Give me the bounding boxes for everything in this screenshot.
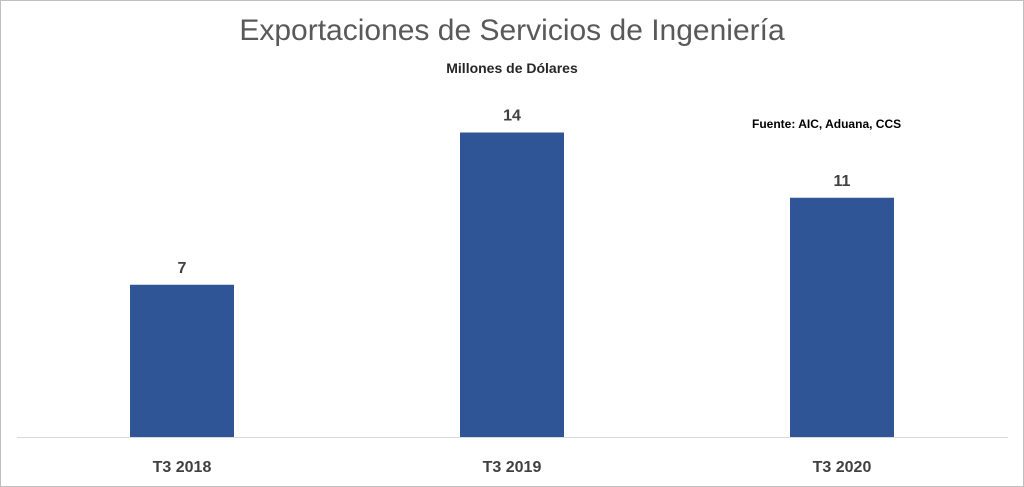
bars-group: 7 T3 2018 14 T3 2019 11 T3 2020 [130,108,894,476]
data-label: 14 [503,108,521,125]
chart-subtitle: Millones de Dólares [446,60,578,76]
bar-t3-2018 [130,284,234,437]
x-tick-label: T3 2018 [153,459,212,476]
bar-t3-2019 [460,132,564,437]
data-label: 7 [178,260,187,277]
x-tick-label: T3 2020 [813,459,872,476]
chart-source-note: Fuente: AIC, Aduana, CCS [752,117,902,131]
chart-title: Exportaciones de Servicios de Ingeniería [239,14,785,47]
data-label: 11 [834,173,851,190]
bar-t3-2020 [790,197,894,437]
x-tick-label: T3 2019 [483,459,542,476]
